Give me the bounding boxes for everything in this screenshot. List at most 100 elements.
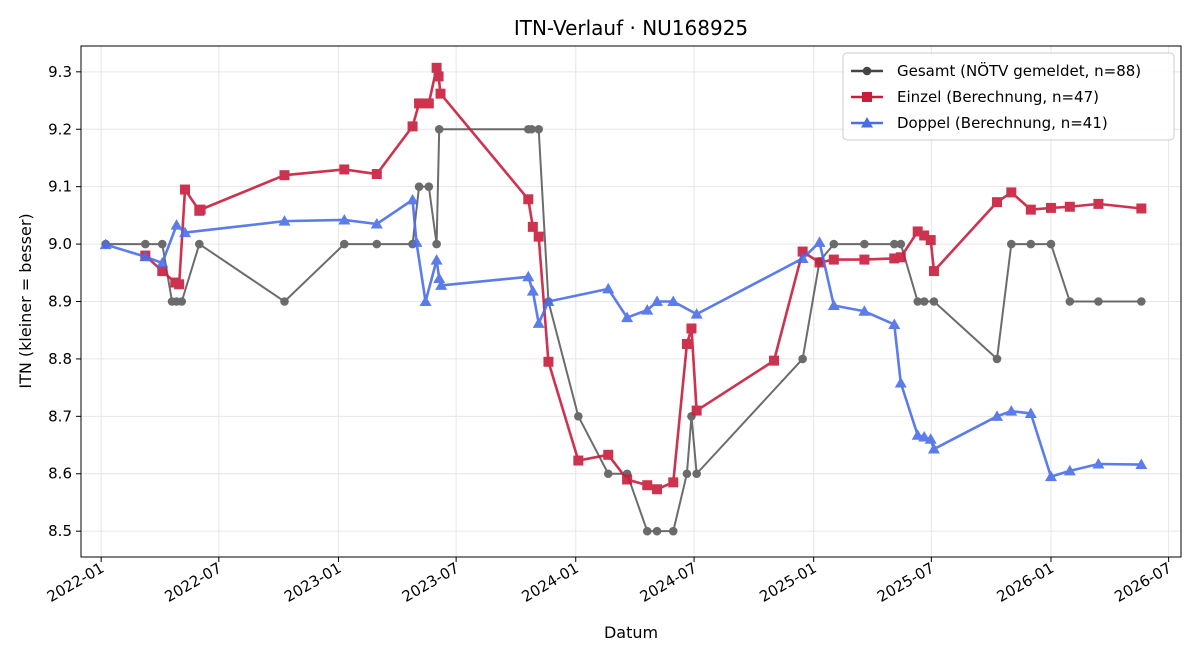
data-point	[432, 239, 441, 249]
data-point	[279, 170, 290, 181]
data-point	[170, 219, 183, 230]
data-point	[651, 295, 664, 306]
data-point	[195, 239, 204, 249]
data-point	[603, 469, 613, 479]
data-point	[1137, 297, 1146, 306]
data-point	[574, 412, 583, 421]
data-point	[430, 254, 443, 265]
data-point	[414, 182, 424, 191]
data-point	[691, 405, 702, 416]
data-point	[829, 239, 839, 249]
y-tick-label: 9.0	[48, 235, 72, 253]
data-point	[410, 236, 423, 247]
y-tick-label: 8.9	[48, 293, 72, 311]
data-point	[652, 526, 662, 536]
data-point	[435, 88, 446, 99]
data-point	[1065, 297, 1075, 306]
series-triangle	[99, 193, 1148, 482]
data-point	[896, 239, 906, 249]
data-point	[435, 279, 448, 290]
data-point	[141, 239, 150, 249]
data-point	[543, 356, 554, 367]
data-point	[621, 311, 634, 323]
data-point	[798, 354, 807, 364]
series-square	[140, 62, 1147, 495]
data-point	[622, 474, 633, 485]
data-point	[991, 410, 1004, 421]
data-point	[859, 254, 870, 265]
legend-box	[842, 52, 1175, 141]
data-point	[814, 257, 825, 268]
data-point	[407, 121, 418, 132]
data-point	[139, 250, 152, 262]
data-point	[1063, 464, 1076, 476]
data-point	[681, 338, 692, 349]
data-point	[927, 443, 940, 454]
data-point	[828, 254, 839, 265]
data-point	[1026, 239, 1036, 249]
y-axis-label: ITN (kleiner = besser)	[16, 213, 35, 388]
data-point	[423, 98, 434, 109]
data-point	[690, 308, 703, 319]
data-point	[652, 484, 663, 495]
data-point	[918, 431, 931, 442]
data-point	[532, 317, 545, 328]
data-point	[889, 253, 900, 264]
data-point	[641, 304, 654, 315]
data-point	[339, 164, 350, 175]
data-point	[797, 246, 808, 257]
data-point	[424, 182, 434, 191]
data-point	[1064, 201, 1075, 212]
data-point	[888, 318, 901, 329]
data-point	[372, 239, 382, 249]
legend-swatch-marker	[862, 66, 872, 76]
data-point	[1093, 198, 1104, 209]
data-point	[924, 433, 937, 444]
data-point	[534, 124, 543, 134]
legend: Gesamt (NÖTV gemeldet, n=88) Einzel (Bere…	[842, 52, 1175, 141]
data-point	[542, 295, 555, 306]
y-tick-label: 8.8	[48, 350, 72, 368]
data-point	[895, 252, 906, 263]
data-point	[527, 124, 536, 134]
data-point	[642, 480, 653, 491]
series-layer	[99, 62, 1148, 536]
legend-label: Gesamt (NÖTV gemeldet, n=88)	[897, 61, 1141, 80]
y-axis-ticks: 8.5 8.6 8.7 8.8 8.9 9.0 9.1 9.2 9.3	[48, 63, 81, 540]
data-point	[419, 295, 432, 306]
data-point	[338, 213, 351, 225]
data-point	[603, 449, 614, 460]
data-point	[431, 62, 442, 73]
y-tick-label: 8.6	[48, 465, 72, 483]
data-point	[889, 239, 899, 249]
data-point	[925, 235, 936, 246]
data-point	[1044, 470, 1057, 482]
data-point	[371, 169, 382, 180]
data-point	[1025, 204, 1036, 215]
data-point	[280, 297, 289, 306]
data-point	[339, 239, 349, 249]
data-point	[1046, 239, 1056, 249]
data-point	[692, 469, 701, 479]
data-point	[913, 297, 923, 306]
data-point	[157, 266, 168, 277]
data-point	[1094, 297, 1103, 306]
data-point	[992, 197, 1003, 208]
data-point	[573, 455, 584, 466]
y-tick-label: 9.2	[48, 120, 72, 138]
data-point	[686, 323, 697, 334]
data-point	[813, 236, 826, 247]
data-point	[433, 71, 444, 82]
data-point	[894, 377, 907, 388]
data-point	[668, 526, 678, 536]
y-tick-label: 9.1	[48, 178, 72, 196]
data-point	[522, 270, 535, 282]
data-point	[796, 252, 809, 263]
x-axis-label: Datum	[604, 623, 658, 642]
data-point	[1007, 239, 1016, 249]
data-point	[1006, 187, 1017, 198]
data-point	[406, 193, 419, 205]
data-point	[195, 204, 206, 215]
data-point	[99, 238, 112, 250]
